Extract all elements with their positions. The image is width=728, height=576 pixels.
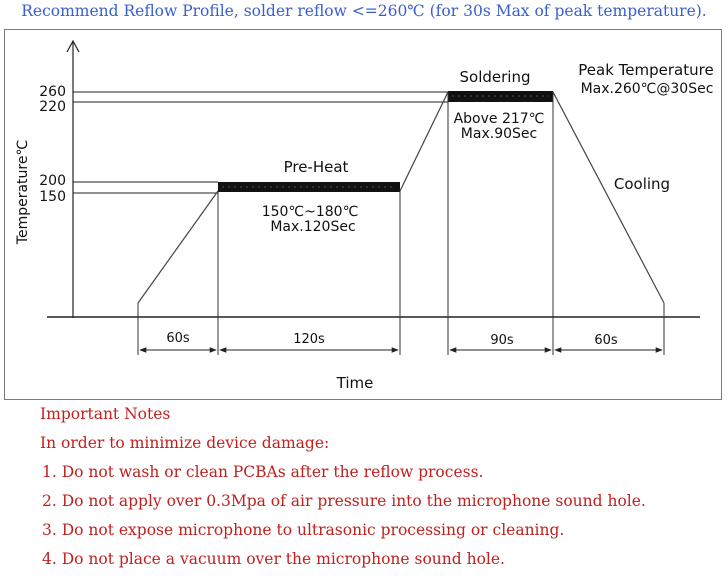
x-axis-label: Time <box>336 374 374 392</box>
reflow-profile-diagram: 260 220 200 150 Temperature℃ 60s 120s 90… <box>0 0 728 400</box>
preheat-label: Pre-Heat <box>284 158 349 176</box>
note-item: 4. Do not place a vacuum over the microp… <box>40 547 646 576</box>
peak-temperature-detail: Max.260℃@30Sec <box>581 81 714 97</box>
tick-260: 260 <box>39 84 66 100</box>
soldering-detail-time: Max.90Sec <box>461 126 537 142</box>
peak-temperature-label: Peak Temperature <box>578 61 713 79</box>
note-item: 2. Do not apply over 0.3Mpa of air press… <box>40 489 646 518</box>
duration-label-soldering: 90s <box>490 333 514 348</box>
preheat-detail-time: Max.120Sec <box>270 219 355 235</box>
tick-200: 200 <box>39 173 66 189</box>
duration-label-cooling: 60s <box>594 333 618 348</box>
duration-label-preheat: 120s <box>293 332 325 347</box>
soldering-detail-temp: Above 217℃ <box>454 111 545 127</box>
note-item: 1. Do not wash or clean PCBAs after the … <box>40 460 646 489</box>
tick-220: 220 <box>39 99 66 115</box>
notes-intro: In order to minimize device damage: <box>40 431 646 460</box>
reflow-profile-curve <box>138 92 664 303</box>
tick-150: 150 <box>39 189 66 205</box>
preheat-detail-temp: 150℃~180℃ <box>262 204 359 220</box>
notes-heading: Important Notes <box>40 402 646 431</box>
important-notes: Important Notes In order to minimize dev… <box>40 402 646 576</box>
y-axis-label: Temperature℃ <box>15 140 31 245</box>
duration-label-preheat-ramp: 60s <box>166 331 190 346</box>
note-item: 3. Do not expose microphone to ultrasoni… <box>40 518 646 547</box>
cooling-label: Cooling <box>614 175 670 193</box>
soldering-label: Soldering <box>460 68 531 86</box>
